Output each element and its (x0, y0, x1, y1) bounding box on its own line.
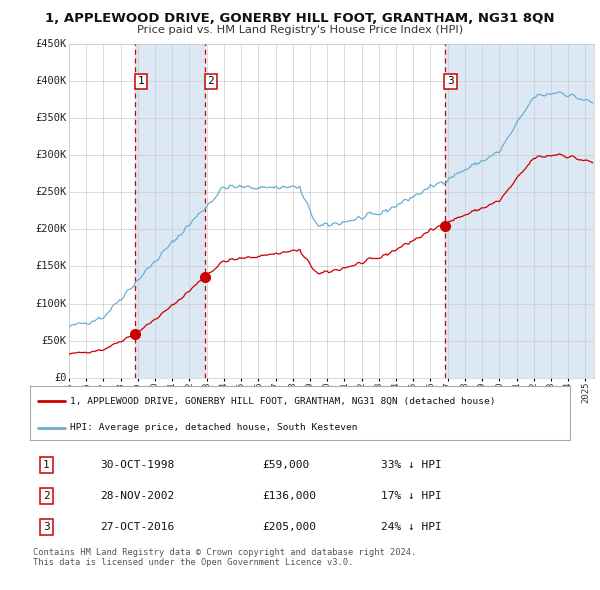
Text: 33% ↓ HPI: 33% ↓ HPI (381, 460, 442, 470)
Text: HPI: Average price, detached house, South Kesteven: HPI: Average price, detached house, Sout… (71, 424, 358, 432)
Text: 1, APPLEWOOD DRIVE, GONERBY HILL FOOT, GRANTHAM, NG31 8QN: 1, APPLEWOOD DRIVE, GONERBY HILL FOOT, G… (45, 12, 555, 25)
Bar (445, 44, 594, 378)
Text: £205,000: £205,000 (262, 522, 316, 532)
Text: £400K: £400K (35, 76, 67, 86)
Text: 17% ↓ HPI: 17% ↓ HPI (381, 491, 442, 501)
Text: £250K: £250K (35, 188, 67, 198)
Text: 2: 2 (208, 76, 214, 86)
Text: 2: 2 (43, 491, 50, 501)
Text: Contains HM Land Registry data © Crown copyright and database right 2024.
This d: Contains HM Land Registry data © Crown c… (33, 548, 416, 567)
Text: £150K: £150K (35, 261, 67, 271)
Text: £100K: £100K (35, 299, 67, 309)
Text: £0: £0 (54, 373, 67, 382)
Text: £450K: £450K (35, 40, 67, 49)
Text: 24% ↓ HPI: 24% ↓ HPI (381, 522, 442, 532)
Text: £300K: £300K (35, 150, 67, 160)
Text: 3: 3 (43, 522, 50, 532)
Text: £50K: £50K (41, 336, 67, 346)
Text: £350K: £350K (35, 113, 67, 123)
Text: £136,000: £136,000 (262, 491, 316, 501)
Text: 1, APPLEWOOD DRIVE, GONERBY HILL FOOT, GRANTHAM, NG31 8QN (detached house): 1, APPLEWOOD DRIVE, GONERBY HILL FOOT, G… (71, 397, 496, 406)
Text: 30-OCT-1998: 30-OCT-1998 (100, 460, 175, 470)
Text: 27-OCT-2016: 27-OCT-2016 (100, 522, 175, 532)
Text: 1: 1 (43, 460, 50, 470)
Text: Price paid vs. HM Land Registry's House Price Index (HPI): Price paid vs. HM Land Registry's House … (137, 25, 463, 35)
Text: £59,000: £59,000 (262, 460, 310, 470)
Text: 3: 3 (447, 76, 454, 86)
Text: £200K: £200K (35, 224, 67, 234)
Text: 28-NOV-2002: 28-NOV-2002 (100, 491, 175, 501)
Bar (135, 44, 205, 378)
Text: 1: 1 (137, 76, 144, 86)
